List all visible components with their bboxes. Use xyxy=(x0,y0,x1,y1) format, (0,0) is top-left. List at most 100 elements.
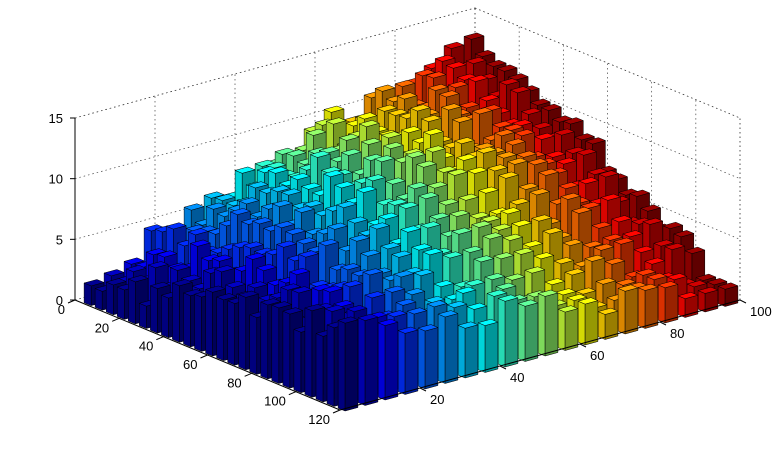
bar-top-face xyxy=(434,54,456,62)
bar-top-face xyxy=(637,283,659,291)
bar-top-face xyxy=(295,237,318,245)
bar-top-face xyxy=(271,200,294,207)
bar-side-face xyxy=(564,308,579,351)
bar-top-face xyxy=(415,160,438,168)
bar-front-face xyxy=(194,293,202,352)
y-tick-label: 40 xyxy=(510,370,524,385)
bar-top-face xyxy=(442,251,464,259)
bar xyxy=(677,292,699,318)
y-tick-label: 20 xyxy=(430,392,444,407)
bar-top-face xyxy=(478,94,500,102)
bar-front-face xyxy=(94,288,103,311)
bar-top-face xyxy=(586,168,609,175)
bar-top-face xyxy=(533,252,555,260)
bar-top-face xyxy=(496,64,518,72)
bar-top-face xyxy=(425,71,447,79)
grid-z-back-10 xyxy=(474,68,741,179)
bar-top-face xyxy=(684,246,706,254)
x-tick-label: 100 xyxy=(264,394,286,409)
bar-top-face xyxy=(451,115,474,123)
bar-top-face xyxy=(103,269,125,277)
bar-top-face xyxy=(467,74,489,82)
bar-top-face xyxy=(466,302,488,310)
bar-top-face xyxy=(502,233,524,241)
bar-front-face xyxy=(205,289,213,357)
bar-top-face xyxy=(571,206,593,214)
bar-top-face xyxy=(404,288,426,296)
bar-front-face xyxy=(172,282,180,343)
bar-top-face xyxy=(125,265,147,272)
bar xyxy=(397,326,419,395)
bar-front-face xyxy=(457,324,466,379)
bar-top-face xyxy=(282,307,304,315)
bar-top-face xyxy=(267,166,289,174)
bar-top-face xyxy=(244,252,267,260)
bar-top-face xyxy=(360,137,383,145)
bar-top-face xyxy=(491,223,513,231)
bar-top-face xyxy=(302,200,325,208)
bar-front-face xyxy=(537,293,546,357)
bar-top-face xyxy=(322,170,345,178)
x-tick-mark xyxy=(111,317,120,322)
bar-top-face xyxy=(386,198,409,206)
bar xyxy=(577,297,599,346)
bar-front-face xyxy=(437,313,446,384)
bar-top-face xyxy=(486,289,508,297)
bar-top-face xyxy=(485,59,507,67)
bar-top-face xyxy=(355,185,378,193)
bar-top-face xyxy=(500,207,522,215)
bar-top-face xyxy=(384,285,406,293)
bar-front-face xyxy=(517,303,526,362)
bar-top-face xyxy=(584,254,606,262)
z-tick-label: 5 xyxy=(56,232,63,247)
bar-top-face xyxy=(169,263,191,271)
x-tick-label: 60 xyxy=(183,357,197,372)
bar xyxy=(537,289,559,357)
bar-top-face xyxy=(644,257,666,265)
bar-top-face xyxy=(566,293,588,301)
bar-top-face xyxy=(411,243,433,251)
bar-top-face xyxy=(422,248,444,256)
bar-top-face xyxy=(346,305,368,312)
bar-top-face xyxy=(542,227,564,235)
bar xyxy=(337,316,359,412)
bar-front-face xyxy=(326,324,335,407)
bar-front-face xyxy=(337,319,346,412)
bar-top-face xyxy=(557,305,579,313)
bar-top-face xyxy=(611,215,633,223)
bar-top-face xyxy=(380,131,403,139)
bar-top-face xyxy=(362,268,384,276)
bar-top-face xyxy=(458,101,480,109)
bar-top-face xyxy=(255,263,278,271)
bar-top-face xyxy=(524,266,546,274)
bar-front-face xyxy=(397,330,406,395)
bar-top-face xyxy=(145,248,167,256)
bar-top-face xyxy=(664,242,686,250)
bar-top-face xyxy=(642,217,664,225)
y-tick-mark xyxy=(739,299,747,304)
bar-top-face xyxy=(622,230,644,238)
bar-top-face xyxy=(600,193,622,201)
bar-top-face xyxy=(457,321,479,329)
grid-z-left-10 xyxy=(74,68,476,180)
bar-top-face xyxy=(575,287,597,295)
bar-top-face xyxy=(428,212,451,220)
bar-top-face xyxy=(348,234,371,242)
bar-top-face xyxy=(602,233,624,241)
bar-top-face xyxy=(424,295,446,303)
bar-top-face xyxy=(368,222,391,230)
bar-top-face xyxy=(356,112,378,120)
bar-top-face xyxy=(677,292,699,299)
bar-top-face xyxy=(544,150,567,158)
x-tick-mark xyxy=(244,372,252,377)
bar-top-face xyxy=(562,117,585,125)
z-tick-label: 10 xyxy=(49,172,63,187)
bar-front-face xyxy=(128,278,136,325)
bar-top-face xyxy=(464,279,486,287)
bar-top-face xyxy=(409,104,431,112)
bar-top-face xyxy=(309,150,331,158)
bar-front-face xyxy=(497,298,506,368)
bar xyxy=(437,310,459,384)
bar-top-face xyxy=(340,148,363,156)
bar-top-face xyxy=(526,158,549,166)
